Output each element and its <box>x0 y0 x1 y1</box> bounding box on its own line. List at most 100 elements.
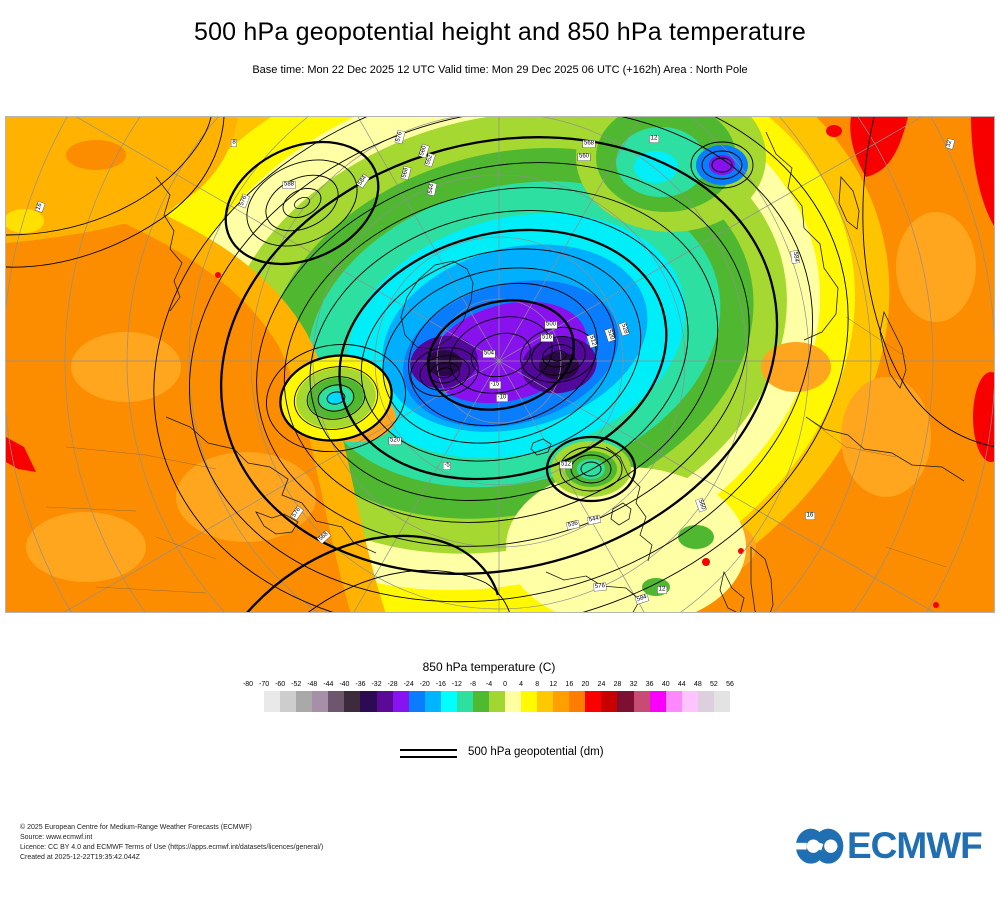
temperature-label: 12 <box>649 135 659 143</box>
temperature-label: 8 <box>231 139 237 147</box>
footer-line: Source: www.ecmwf.int <box>20 834 93 841</box>
ecmwf-logo: ECMWF <box>791 824 990 874</box>
contour-label: 560 <box>695 498 707 512</box>
legend-tick-label: -44 <box>323 681 334 688</box>
contour-label: 584 <box>356 174 370 188</box>
legend-tick-label: -70 <box>259 681 270 688</box>
contour-label: 544 <box>587 515 601 525</box>
colorbar-cell <box>472 691 489 712</box>
contour-label: 584 <box>790 250 800 264</box>
colorbar-cell <box>296 691 313 712</box>
contour-label: 520 <box>388 437 402 445</box>
colorbar-cell <box>537 691 554 712</box>
contour-label: 500 <box>544 321 558 329</box>
legend-tick-label: 44 <box>677 681 686 688</box>
contour-label: 552 <box>424 153 436 167</box>
legend-tick-label: 40 <box>661 681 670 688</box>
legend-tick-label: -52 <box>291 681 302 688</box>
colorbar-cell <box>456 691 473 712</box>
temperature-label: -5 <box>443 462 451 470</box>
colorbar-cell <box>264 691 281 712</box>
colorbar-cell <box>553 691 570 712</box>
legend-tick-label: -48 <box>307 681 318 688</box>
legend-tick-label: -12 <box>451 681 462 688</box>
legend-tick-label: -20 <box>419 681 430 688</box>
temperature-label: -10 <box>496 394 508 402</box>
colorbar-cell <box>376 691 393 712</box>
legend-tick-label: 0 <box>503 681 508 688</box>
footer-line: © 2025 European Centre for Medium-Range … <box>20 824 252 831</box>
colorbar-cell <box>488 691 505 712</box>
contour-line-symbol <box>400 749 457 761</box>
contour-label: 516 <box>540 334 554 342</box>
contour-label: 544 <box>427 182 437 196</box>
ecmwf-logo-text: ECMWF <box>847 825 983 866</box>
contour-label: 528 <box>618 322 630 336</box>
colorbar-cell <box>360 691 377 712</box>
contour-label: 584 <box>635 593 649 605</box>
colorbar-cell <box>408 691 425 712</box>
legend-ticks: -80 -70 -60 -52 -48 -44 -40 -36 -32 -28 -24 -20 -16-… <box>243 680 734 689</box>
colorbar-cell <box>617 691 634 712</box>
colorbar-cell <box>424 691 441 712</box>
temperature-label: 16 <box>805 512 815 520</box>
colorbar-cell <box>585 691 602 712</box>
legend-tick-label: 4 <box>519 681 524 688</box>
contour-label: 576 <box>395 130 405 144</box>
legend-tick-label: -24 <box>403 681 414 688</box>
legend-tick-label: 52 <box>710 681 718 688</box>
temperature-label: -15 <box>489 381 501 389</box>
colorbar-cell <box>569 691 586 712</box>
contour-label: 568 <box>317 530 331 544</box>
legend-tick-label: 8 <box>535 681 540 688</box>
legend-tick-label: -16 <box>435 681 446 688</box>
geopotential-contours <box>6 117 994 612</box>
map-labels: 588 576 584 576 560 552 568 544 568 560 584 504 500 5… <box>6 117 994 612</box>
contour-label: 568 <box>401 166 411 180</box>
borders <box>45 316 947 594</box>
legend-tick-label: -32 <box>371 681 382 688</box>
contour-label: 576 <box>593 582 607 592</box>
colorbar-cell <box>312 691 329 712</box>
weather-map-graphic <box>6 117 994 612</box>
contour-label: 576 <box>238 194 250 208</box>
map-panel: 588 576 584 576 560 552 568 544 568 560 584 504 500 5… <box>5 116 995 613</box>
legend-tick-label: 32 <box>629 681 638 688</box>
contour-label: 512 <box>586 334 598 348</box>
legend-tick-label: -28 <box>387 681 398 688</box>
contour-label: 568 <box>582 140 596 148</box>
colorbar-cell <box>280 691 297 712</box>
geopotential-legend-label: 500 hPa geopotential (dm) <box>468 746 604 758</box>
legend-tick-label: 20 <box>581 681 590 688</box>
coastlines <box>155 131 965 612</box>
legend-tick-label: 28 <box>613 681 622 688</box>
contour-label: 560 <box>577 153 591 161</box>
colorbar-cell <box>505 691 522 712</box>
colorbar-cell <box>681 691 698 712</box>
contour-label: 536 <box>566 520 580 530</box>
legend-tick-label: 48 <box>693 681 702 688</box>
contour-label: 576 <box>290 506 304 520</box>
graticule <box>6 117 994 612</box>
contour-label: 520 <box>604 328 616 342</box>
contour-label: 512 <box>559 461 573 469</box>
legend-tick-label: -80 <box>242 681 254 688</box>
contour-label: 504 <box>482 350 496 358</box>
legend-tick-label: -36 <box>355 681 366 688</box>
contour-label: 588 <box>282 181 296 189</box>
ecmwf-emblem-icon <box>791 828 844 864</box>
legend-tick-label: 16 <box>565 681 574 688</box>
temperature-label: 16 <box>35 201 45 213</box>
temperature-label: 32 <box>945 138 955 150</box>
colorbar-cell <box>328 691 345 712</box>
temperature-label: 12 <box>657 586 667 594</box>
colorbar-cell <box>440 691 457 712</box>
footer-attribution: © 2025 European Centre for Medium-Range … <box>20 823 323 863</box>
colorbar-cell <box>649 691 666 712</box>
colorbar-cell <box>601 691 618 712</box>
legend-tick-label: -8 <box>469 681 477 688</box>
temp-colorbar <box>248 691 730 712</box>
legend-tick-label: -40 <box>339 681 350 688</box>
colorbar-cell <box>248 691 265 712</box>
